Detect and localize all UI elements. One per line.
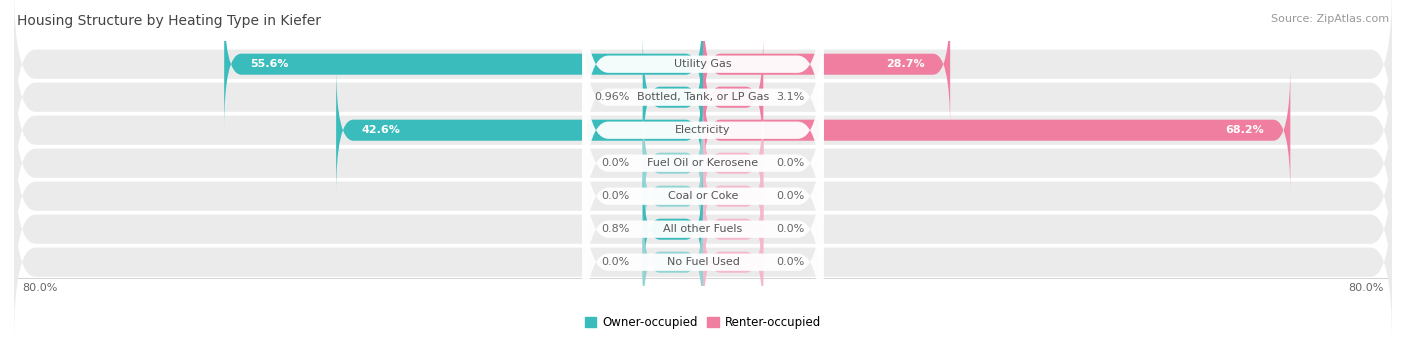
FancyBboxPatch shape xyxy=(703,33,763,162)
FancyBboxPatch shape xyxy=(643,99,703,228)
Text: Utility Gas: Utility Gas xyxy=(675,59,731,69)
FancyBboxPatch shape xyxy=(703,0,950,129)
Text: 80.0%: 80.0% xyxy=(22,283,58,293)
Text: 0.0%: 0.0% xyxy=(776,257,804,267)
Text: 0.0%: 0.0% xyxy=(776,158,804,168)
FancyBboxPatch shape xyxy=(643,33,703,162)
FancyBboxPatch shape xyxy=(582,26,824,234)
FancyBboxPatch shape xyxy=(582,0,824,168)
FancyBboxPatch shape xyxy=(14,117,1392,275)
Text: 3.1%: 3.1% xyxy=(776,92,804,102)
FancyBboxPatch shape xyxy=(643,198,703,327)
FancyBboxPatch shape xyxy=(582,59,824,267)
FancyBboxPatch shape xyxy=(703,99,763,228)
FancyBboxPatch shape xyxy=(224,0,703,129)
FancyBboxPatch shape xyxy=(14,51,1392,209)
FancyBboxPatch shape xyxy=(14,84,1392,242)
Text: All other Fuels: All other Fuels xyxy=(664,224,742,234)
FancyBboxPatch shape xyxy=(14,18,1392,176)
Text: Source: ZipAtlas.com: Source: ZipAtlas.com xyxy=(1271,14,1389,23)
Text: Electricity: Electricity xyxy=(675,125,731,135)
Text: Housing Structure by Heating Type in Kiefer: Housing Structure by Heating Type in Kie… xyxy=(17,14,321,28)
FancyBboxPatch shape xyxy=(14,150,1392,308)
Text: 55.6%: 55.6% xyxy=(250,59,288,69)
FancyBboxPatch shape xyxy=(582,0,824,201)
Text: Fuel Oil or Kerosene: Fuel Oil or Kerosene xyxy=(647,158,759,168)
Text: 0.0%: 0.0% xyxy=(776,191,804,201)
Text: 28.7%: 28.7% xyxy=(886,59,924,69)
Text: No Fuel Used: No Fuel Used xyxy=(666,257,740,267)
FancyBboxPatch shape xyxy=(703,198,763,327)
Text: 0.96%: 0.96% xyxy=(595,92,630,102)
Text: 68.2%: 68.2% xyxy=(1226,125,1264,135)
FancyBboxPatch shape xyxy=(14,0,1392,143)
Text: 0.0%: 0.0% xyxy=(776,224,804,234)
Text: 0.8%: 0.8% xyxy=(602,224,630,234)
FancyBboxPatch shape xyxy=(643,132,703,261)
FancyBboxPatch shape xyxy=(582,92,824,300)
FancyBboxPatch shape xyxy=(582,125,824,333)
Text: 42.6%: 42.6% xyxy=(361,125,401,135)
FancyBboxPatch shape xyxy=(703,132,763,261)
Text: Bottled, Tank, or LP Gas: Bottled, Tank, or LP Gas xyxy=(637,92,769,102)
Text: 80.0%: 80.0% xyxy=(1348,283,1384,293)
Text: 0.0%: 0.0% xyxy=(602,158,630,168)
Text: 0.0%: 0.0% xyxy=(602,257,630,267)
Text: Coal or Coke: Coal or Coke xyxy=(668,191,738,201)
Text: 0.0%: 0.0% xyxy=(602,191,630,201)
Legend: Owner-occupied, Renter-occupied: Owner-occupied, Renter-occupied xyxy=(579,311,827,334)
FancyBboxPatch shape xyxy=(703,66,1291,195)
FancyBboxPatch shape xyxy=(582,158,824,340)
FancyBboxPatch shape xyxy=(14,183,1392,340)
FancyBboxPatch shape xyxy=(703,165,763,294)
FancyBboxPatch shape xyxy=(336,66,703,195)
FancyBboxPatch shape xyxy=(643,165,703,294)
